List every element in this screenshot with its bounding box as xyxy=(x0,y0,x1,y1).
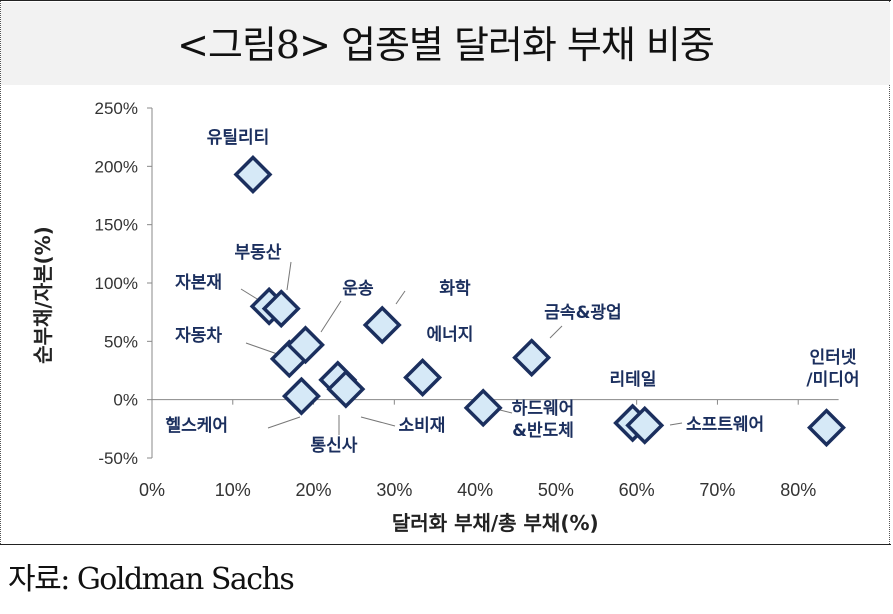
data-point-label: 운송 xyxy=(342,279,374,299)
leader-line xyxy=(286,261,292,291)
x-tick-label: 50% xyxy=(538,480,574,500)
data-point-marker xyxy=(286,325,325,365)
y-tick-label: 50% xyxy=(104,332,138,351)
data-point-label: 화학 xyxy=(439,279,471,299)
data-point-label: 헬스케어 xyxy=(165,416,228,436)
frame-left-border xyxy=(0,1,1,544)
y-tick-label: 0% xyxy=(113,391,138,410)
data-point-label: 유틸리티 xyxy=(207,127,270,148)
x-tick-label: 40% xyxy=(457,480,493,500)
x-tick-label: 70% xyxy=(699,480,735,500)
data-point-marker xyxy=(625,405,665,445)
data-point-marker xyxy=(512,338,552,378)
leader-line xyxy=(669,422,683,426)
leader-line xyxy=(549,325,563,339)
data-point-marker xyxy=(362,305,402,345)
data-point-label: 금속&광업 xyxy=(544,303,621,323)
y-tick-label: -50% xyxy=(98,449,138,468)
x-tick-label: 0% xyxy=(139,480,165,500)
data-point-label: 자본재 xyxy=(175,273,222,293)
x-tick-label: 30% xyxy=(376,480,412,500)
x-axis-title: 달러화 부채/총 부채(%) xyxy=(392,511,599,535)
data-point-marker xyxy=(281,376,321,416)
x-tick-label: 10% xyxy=(215,480,251,500)
leader-line xyxy=(395,290,406,305)
y-axis-title: 순부채/자본(%) xyxy=(31,226,55,364)
data-point-label: 부동산 xyxy=(235,243,282,263)
y-tick-label: 250% xyxy=(95,99,138,118)
data-point-label: 하드웨어 &반도체 xyxy=(512,399,575,441)
y-tick-label: 100% xyxy=(95,274,138,293)
data-point-label: 인터넷/미디어 xyxy=(806,348,859,390)
source-note: 자료: Goldman Sachs xyxy=(8,562,295,597)
y-tick-label: 150% xyxy=(95,216,138,235)
data-point-label: 자동차 xyxy=(175,326,222,346)
leader-line xyxy=(499,409,513,414)
data-point-label: 리테일 xyxy=(610,370,657,390)
chart-frame: <그림8> 업종별 달러화 부채 비중 xyxy=(0,0,891,545)
data-point-marker xyxy=(261,289,301,329)
x-tick-label: 60% xyxy=(619,480,655,500)
y-tick-label: 200% xyxy=(95,157,138,176)
data-point-marker xyxy=(807,408,846,448)
title-band: <그림8> 업종별 달러화 부채 비중 xyxy=(1,2,890,85)
data-point-label: 소프트웨어 xyxy=(686,415,764,435)
x-tick-label: 80% xyxy=(780,480,816,500)
scatter-plot: -50%0%50%100%150%200%250%0% 10% 20% 30% 40% 5… xyxy=(31,99,860,535)
data-point-marker xyxy=(403,358,443,397)
leader-line xyxy=(360,416,396,427)
data-point-label: 통신사 xyxy=(311,436,358,456)
data-point-label: 소비재 xyxy=(399,416,446,436)
data-point-label: 에너지 xyxy=(427,325,474,345)
data-point-marker xyxy=(233,155,273,194)
leader-line xyxy=(267,416,301,429)
data-point-marker xyxy=(463,388,503,428)
x-tick-label: 20% xyxy=(296,480,332,500)
leader-line xyxy=(320,300,342,333)
data-point-marker xyxy=(326,369,366,409)
chart-title: <그림8> 업종별 달러화 부채 비중 xyxy=(177,23,715,67)
frame-right-border xyxy=(889,1,890,544)
